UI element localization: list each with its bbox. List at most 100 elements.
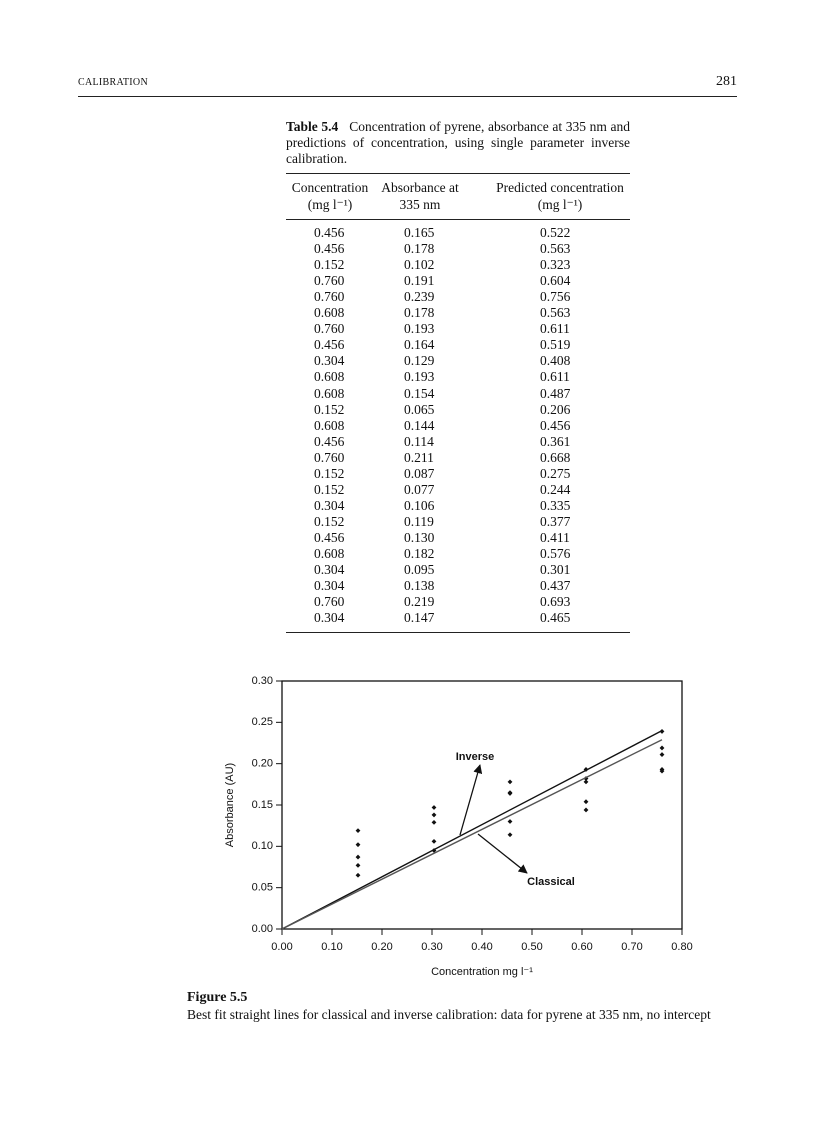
x-tick-label: 0.60 <box>571 941 592 953</box>
table-cell: 0.408 <box>540 353 571 369</box>
table-cell: 0.129 <box>404 353 435 369</box>
x-tick-label: 0.20 <box>371 941 392 953</box>
fit-line <box>281 739 663 930</box>
table-rule <box>286 219 630 220</box>
x-tick-label: 0.10 <box>321 941 342 953</box>
y-axis-label: Absorbance (AU) <box>224 763 236 847</box>
table-cell: 0.604 <box>540 273 571 289</box>
data-point <box>507 819 513 824</box>
table-cell: 0.760 <box>314 273 345 289</box>
table-cell: 0.760 <box>314 289 345 305</box>
table-caption-text: Concentration of pyrene, absorbance at 3… <box>286 119 631 166</box>
x-tick-label: 0.40 <box>471 941 492 953</box>
table-cell: 0.608 <box>314 369 345 385</box>
table-cell: 0.456 <box>314 241 345 257</box>
annotation-label: Inverse <box>456 751 495 763</box>
data-point <box>659 729 665 734</box>
page-number: 281 <box>716 74 737 89</box>
table-cell: 0.304 <box>314 353 345 369</box>
table-rule <box>286 173 630 174</box>
table-cell: 0.608 <box>314 385 345 401</box>
table-cell: 0.608 <box>314 305 345 321</box>
table-cell: 0.219 <box>404 594 435 610</box>
table-cell: 0.756 <box>540 289 571 305</box>
table-cell: 0.152 <box>314 481 345 497</box>
table-cell: 0.275 <box>540 465 571 481</box>
table-cell: 0.760 <box>314 449 345 465</box>
data-point <box>583 807 589 813</box>
table-caption: Table 5.4 Concentration of pyrene, absor… <box>286 119 630 167</box>
data-point <box>355 862 361 868</box>
table-cell: 0.456 <box>314 337 345 353</box>
data-point <box>431 819 437 825</box>
data-point <box>431 805 437 810</box>
table-cell: 0.304 <box>314 497 345 513</box>
y-tick-label: 0.15 <box>252 799 273 811</box>
data-point <box>583 799 589 805</box>
table-cell: 0.147 <box>404 610 435 626</box>
y-tick-label: 0.20 <box>252 758 273 770</box>
table-cell: 0.182 <box>404 546 435 561</box>
table-cell: 0.130 <box>404 529 435 545</box>
table-cell: 0.087 <box>404 465 435 481</box>
table-cell: 0.152 <box>314 257 345 273</box>
table-cell: 0.563 <box>540 241 571 257</box>
table-cell: 0.335 <box>540 497 571 513</box>
running-title: CALIBRATION <box>78 77 148 88</box>
table-cell: 0.608 <box>314 546 345 561</box>
table-cell: 0.304 <box>314 578 345 594</box>
table-cell: 0.164 <box>404 337 435 353</box>
table-cell: 0.465 <box>540 610 571 626</box>
data-point <box>507 832 513 838</box>
table-cell: 0.611 <box>540 321 570 337</box>
table-cell: 0.522 <box>540 225 571 240</box>
column-header: Absorbance at <box>381 180 459 195</box>
annotation-arrow <box>477 833 528 874</box>
table-cell: 0.102 <box>404 257 435 273</box>
table-cell: 0.361 <box>540 433 571 449</box>
data-point <box>583 779 589 785</box>
plot-frame <box>281 680 683 930</box>
x-tick-label: 0.00 <box>271 941 292 953</box>
table-cell: 0.193 <box>404 369 435 385</box>
table-cell: 0.206 <box>540 401 571 417</box>
data-point <box>431 838 437 844</box>
data-point <box>507 779 513 785</box>
table-cell: 0.239 <box>404 289 435 305</box>
table-cell: 0.114 <box>404 433 434 449</box>
table-cell: 0.611 <box>540 369 570 385</box>
table-cell: 0.760 <box>314 594 345 610</box>
table-cell: 0.608 <box>314 417 345 433</box>
data-point <box>431 812 437 818</box>
data-point <box>355 842 361 848</box>
table-cell: 0.065 <box>404 401 435 417</box>
table-cell: 0.138 <box>404 578 435 594</box>
data-point <box>659 745 665 751</box>
column-header: (mg l⁻¹) <box>537 197 583 212</box>
table-cell: 0.106 <box>404 497 435 513</box>
table-cell: 0.563 <box>540 305 571 321</box>
table-cell: 0.152 <box>314 401 345 417</box>
x-axis-label: Concentration mg l⁻¹ <box>431 966 533 978</box>
table-cell: 0.244 <box>540 481 571 497</box>
data-point <box>507 791 513 796</box>
table-cell: 0.304 <box>314 562 345 578</box>
fit-line <box>281 729 663 930</box>
x-tick-label: 0.80 <box>671 941 692 953</box>
y-tick-label: 0.10 <box>252 840 273 852</box>
data-point <box>355 828 361 834</box>
table-cell: 0.191 <box>404 273 435 289</box>
table-cell: 0.456 <box>314 225 345 240</box>
table-cell: 0.144 <box>404 417 435 433</box>
table-cell: 0.178 <box>404 305 435 321</box>
table-cell: 0.668 <box>540 449 571 465</box>
table-cell: 0.456 <box>314 529 345 545</box>
table-label: Table 5.4 <box>286 119 339 134</box>
table-rule <box>286 632 630 633</box>
table-cell: 0.152 <box>314 465 345 481</box>
data-point <box>431 848 437 853</box>
table-cell: 0.119 <box>404 513 434 529</box>
